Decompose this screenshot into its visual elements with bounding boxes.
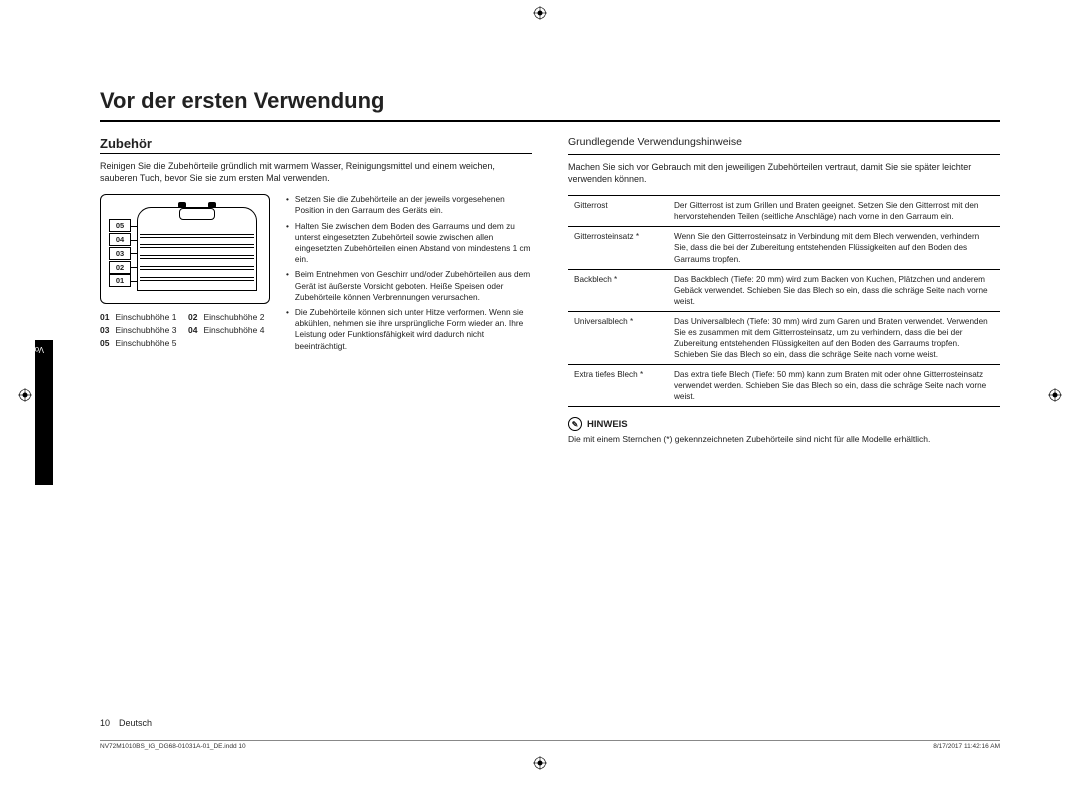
oven-rail (140, 277, 254, 281)
left-intro: Reinigen Sie die Zubehörteile gründlich … (100, 160, 532, 184)
registration-mark-icon (18, 388, 32, 402)
oven-cavity (137, 207, 257, 291)
left-column: Zubehör Reinigen Sie die Zubehörteile gr… (100, 136, 532, 446)
oven-rail (140, 255, 254, 259)
bullet-item: Setzen Sie die Zubehörteile an der jewei… (286, 194, 532, 216)
legend-text: Einschubhöhe 5 (115, 338, 182, 348)
note-heading: ✎ HINWEIS (568, 417, 1000, 431)
accessory-desc: Das extra tiefe Blech (Tiefe: 50 mm) kan… (668, 365, 1000, 407)
oven-diagram: 01 02 03 04 05 (100, 194, 270, 304)
bullet-item: Beim Entnehmen von Geschirr und/oder Zub… (286, 269, 532, 303)
table-row: Extra tiefes Blech * Das extra tiefe Ble… (568, 365, 1000, 407)
legend-num: 02 (188, 312, 197, 322)
page-title: Vor der ersten Verwendung (100, 88, 1000, 114)
note-label: HINWEIS (587, 419, 628, 430)
accessory-table: Gitterrost Der Gitterrost ist zum Grille… (568, 195, 1000, 407)
level-labels: 01 02 03 04 05 (109, 219, 131, 287)
accessory-name: Backblech * (568, 269, 668, 311)
legend-text: Einschubhöhe 2 (203, 312, 270, 322)
accessory-desc: Der Gitterrost ist zum Grillen und Brate… (668, 196, 1000, 227)
registration-mark-icon (533, 6, 547, 20)
level-label: 05 (109, 219, 131, 232)
level-label: 03 (109, 247, 131, 260)
section-tab-label: Vor der ersten Verwendung (0, 345, 44, 354)
instruction-bullets: Setzen Sie die Zubehörteile an der jewei… (286, 194, 532, 355)
level-label: 04 (109, 233, 131, 246)
right-intro: Machen Sie sich vor Gebrauch mit den jew… (568, 161, 1000, 185)
oven-rail (140, 266, 254, 270)
page-number: 10 Deutsch (100, 718, 1000, 728)
accessory-desc: Wenn Sie den Gitterrosteinsatz in Verbin… (668, 227, 1000, 269)
legend-text: Einschubhöhe 1 (115, 312, 182, 322)
accessory-desc: Das Universalblech (Tiefe: 30 mm) wird z… (668, 311, 1000, 364)
subhead-rule (568, 154, 1000, 155)
content-columns: Zubehör Reinigen Sie die Zubehörteile gr… (100, 136, 1000, 446)
accessory-name: Gitterrosteinsatz * (568, 227, 668, 269)
oven-diagram-wrap: 01 02 03 04 05 (100, 194, 270, 355)
oven-rail (140, 244, 254, 248)
right-column: Grundlegende Verwendungshinweise Machen … (568, 136, 1000, 446)
level-legend: 01 Einschubhöhe 1 02 Einschubhöhe 2 03 E… (100, 312, 270, 348)
accessory-desc: Das Backblech (Tiefe: 20 mm) wird zum Ba… (668, 269, 1000, 311)
bullet-item: Halten Sie zwischen dem Boden des Garrau… (286, 221, 532, 266)
legend-num: 05 (100, 338, 109, 348)
title-rule (100, 120, 1000, 122)
registration-mark-icon (1048, 388, 1062, 402)
imprint-line: NV72M1010BS_IG_DG68-01031A-01_DE.indd 10… (100, 740, 1000, 750)
legend-num: 01 (100, 312, 109, 322)
right-subhead: Grundlegende Verwendungshinweise (568, 136, 1000, 148)
imprint-file: NV72M1010BS_IG_DG68-01031A-01_DE.indd 10 (100, 743, 246, 750)
oven-rails (140, 230, 254, 284)
registration-mark-icon (533, 756, 547, 770)
note-icon: ✎ (568, 417, 582, 431)
table-row: Gitterrost Der Gitterrost ist zum Grille… (568, 196, 1000, 227)
level-label: 01 (109, 274, 131, 287)
note-text: Die mit einem Sternchen (*) gekennzeichn… (568, 434, 1000, 446)
accessory-name: Extra tiefes Blech * (568, 365, 668, 407)
accessory-name: Universalblech * (568, 311, 668, 364)
oven-rail (140, 234, 254, 238)
page-footer: 10 Deutsch NV72M1010BS_IG_DG68-01031A-01… (100, 718, 1000, 750)
legend-num: 04 (188, 325, 197, 335)
table-row: Gitterrosteinsatz * Wenn Sie den Gitterr… (568, 227, 1000, 269)
legend-text: Einschubhöhe 4 (203, 325, 270, 335)
level-label: 02 (109, 261, 131, 274)
section-heading: Zubehör (100, 136, 532, 151)
bullet-item: Die Zubehörteile können sich unter Hitze… (286, 307, 532, 352)
legend-num: 03 (100, 325, 109, 335)
table-row: Backblech * Das Backblech (Tiefe: 20 mm)… (568, 269, 1000, 311)
oven-vent (179, 208, 215, 220)
legend-text: Einschubhöhe 3 (115, 325, 182, 335)
imprint-date: 8/17/2017 11:42:16 AM (933, 743, 1000, 750)
heading-rule (100, 153, 532, 154)
section-tab (35, 340, 53, 485)
table-row: Universalblech * Das Universalblech (Tie… (568, 311, 1000, 364)
left-diagram-block: 01 02 03 04 05 (100, 194, 532, 355)
accessory-name: Gitterrost (568, 196, 668, 227)
